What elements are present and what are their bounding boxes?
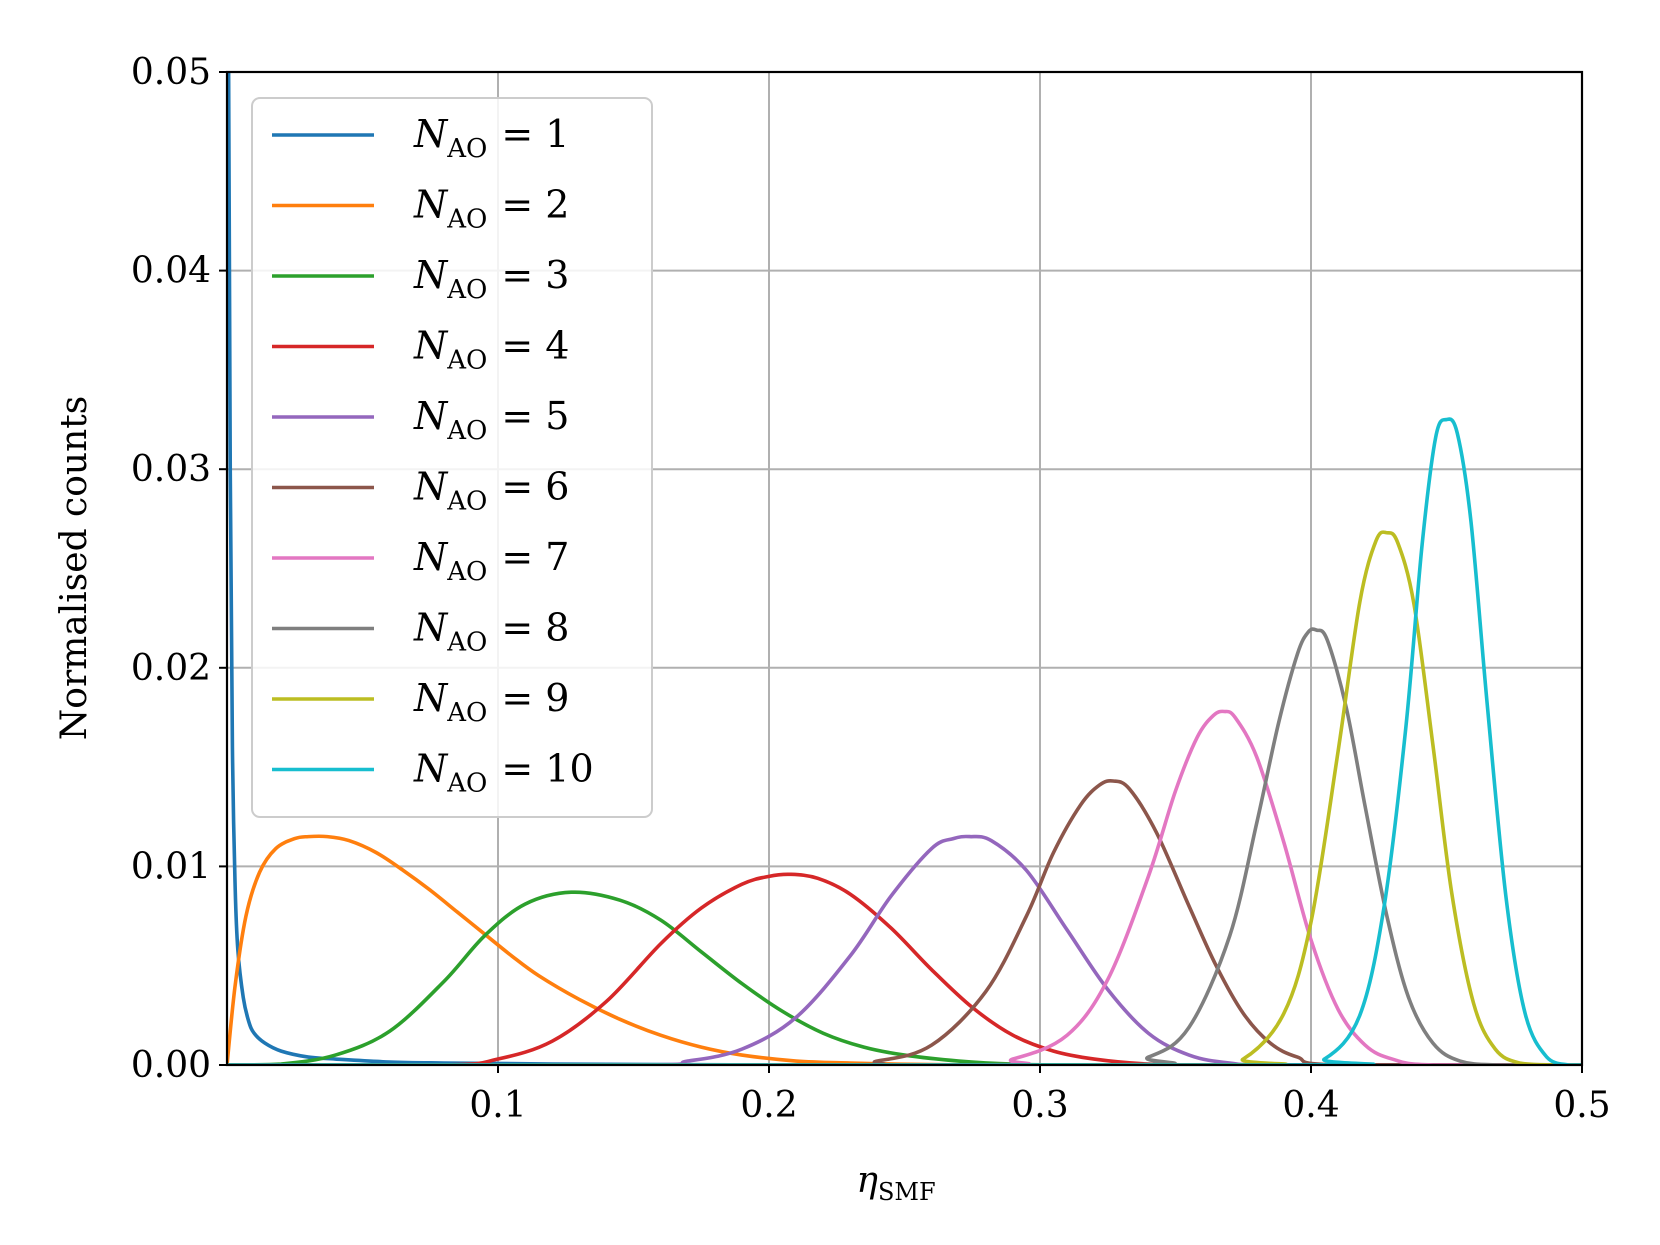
x-tick-label: 0.1 xyxy=(469,1085,526,1126)
x-tick-label: 0.3 xyxy=(1011,1085,1068,1126)
legend-label-2: NAO = 2 xyxy=(413,183,569,235)
legend: NAO = 1 NAO = 2 NAO = 3 NAO = 4 NAO = 5 NAO = 6 NAO =… xyxy=(251,97,653,818)
y-tick-label: 0.01 xyxy=(131,846,211,887)
legend-label-3: NAO = 3 xyxy=(413,253,569,305)
axis-ticks: 0.1 0.2 0.3 0.4 0.5 0.00 0.01 0.02 0.03 0.04 0.05 xyxy=(131,52,1611,1126)
x-axis-label: ηSMF xyxy=(856,1160,935,1206)
plot-frame xyxy=(225,70,1584,1067)
y-tick-label: 0.02 xyxy=(131,648,211,689)
y-axis-label: Normalised counts xyxy=(54,396,95,740)
y-tick-label: 0.03 xyxy=(131,449,211,490)
legend-label-7: NAO = 7 xyxy=(413,535,569,587)
legend-label-6: NAO = 6 xyxy=(413,465,569,517)
legend-label-9: NAO = 9 xyxy=(413,676,569,728)
y-tick-label: 0.05 xyxy=(131,52,211,93)
y-tick-label: 0.00 xyxy=(131,1045,211,1086)
series-line-1 xyxy=(227,72,1582,1065)
y-tick-label: 0.04 xyxy=(131,251,211,292)
series-line-5 xyxy=(227,834,1582,1065)
legend-label-10: NAO = 10 xyxy=(413,747,594,799)
legend-label-1: NAO = 1 xyxy=(413,112,569,164)
x-axis-label-symbol: η xyxy=(856,1160,878,1201)
x-tick-label: 0.4 xyxy=(1282,1085,1339,1126)
x-axis-label-subscript: SMF xyxy=(878,1178,936,1206)
x-tick-label: 0.5 xyxy=(1553,1085,1610,1126)
legend-label-5: NAO = 5 xyxy=(413,394,569,446)
legend-label-8: NAO = 8 xyxy=(413,606,569,658)
legend-label-4: NAO = 4 xyxy=(413,324,569,376)
x-tick-label: 0.2 xyxy=(740,1085,797,1126)
